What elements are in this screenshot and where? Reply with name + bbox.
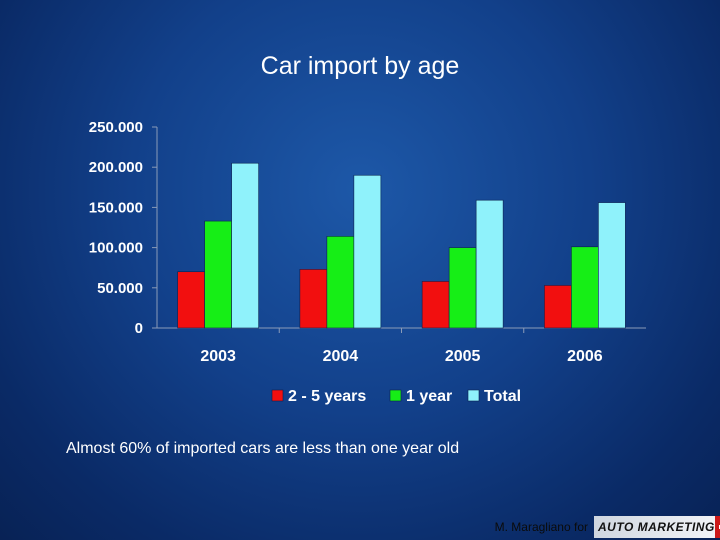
chart-title: Car import by age xyxy=(260,52,460,80)
bar-chart: 0 50.000 100.000 150.000 200.000 250.000 2003 2… xyxy=(89,119,646,405)
y-tick-label: 0 xyxy=(135,320,143,337)
footer-author: M. Maragliano for xyxy=(494,520,588,534)
legend-label: 2 - 5 years xyxy=(288,388,366,405)
bar-1-year-2003 xyxy=(204,220,232,329)
bar-total-2004 xyxy=(353,174,382,329)
bar-2-5-years-2004 xyxy=(299,269,328,329)
bar-total-2006 xyxy=(598,202,626,329)
legend-swatch-total xyxy=(467,389,480,402)
y-tick-label: 100.000 xyxy=(89,240,143,257)
chart-caption: Almost 60% of imported cars are less tha… xyxy=(66,440,460,457)
legend-label: Total xyxy=(484,388,521,405)
y-tick-label: 250.000 xyxy=(89,119,143,136)
footer: M. Maragliano for AUTO MARKETING xyxy=(495,514,720,540)
y-tick-label: 150.000 xyxy=(89,199,143,216)
bar-2-5-years-2006 xyxy=(544,285,572,329)
x-tick-label: 2004 xyxy=(323,348,359,365)
bar-total-2003 xyxy=(231,162,259,329)
y-tick-label: 200.000 xyxy=(89,159,143,176)
x-tick-label: 2003 xyxy=(200,348,236,365)
bar-2-5-years-2005 xyxy=(421,281,450,329)
bar-1-year-2006 xyxy=(571,246,599,329)
bar-1-year-2004 xyxy=(326,236,355,329)
legend-label: 1 year xyxy=(406,388,452,405)
legend-swatch-2-5-years xyxy=(271,389,284,402)
legend-swatch-1-year xyxy=(389,389,402,402)
swiss-cross-icon xyxy=(714,516,720,538)
y-tick-label: 50.000 xyxy=(97,280,143,297)
x-tick-label: 2006 xyxy=(567,348,603,365)
bar-1-year-2005 xyxy=(448,247,477,329)
bar-total-2005 xyxy=(475,199,504,329)
bar-2-5-years-2003 xyxy=(177,271,205,329)
x-tick-label: 2005 xyxy=(445,348,481,365)
auto-marketing-logo: AUTO MARKETING xyxy=(594,516,720,538)
logo-text: AUTO MARKETING xyxy=(598,520,715,534)
